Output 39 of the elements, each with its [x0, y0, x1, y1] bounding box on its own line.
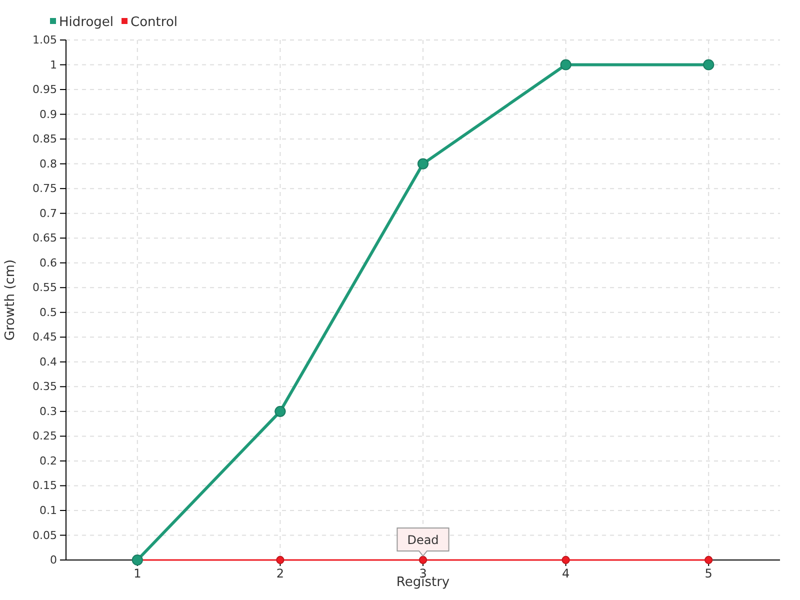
- point: [418, 556, 428, 564]
- y-tick-label: 0.85: [32, 132, 57, 146]
- point: [562, 556, 570, 564]
- y-tick-label: 0.05: [32, 528, 57, 542]
- y-tick-label: 0.9: [40, 108, 57, 121]
- y-tick-label: 0.55: [32, 281, 57, 294]
- y-tick-label: 0.5: [40, 306, 57, 319]
- point: [560, 59, 572, 70]
- x-tick-label: 4: [562, 566, 570, 581]
- y-tick-label: 0.3: [40, 404, 57, 418]
- y-tick-label: 1.05: [32, 34, 57, 47]
- y-tick-label: 0.95: [32, 83, 57, 96]
- point: [276, 556, 284, 564]
- point: [703, 59, 714, 70]
- x-tick-label: 1: [134, 566, 142, 581]
- legend-label: Control: [130, 15, 178, 30]
- y-tick-label: 0.6: [40, 256, 57, 270]
- y-axis-title: Growth (cm): [3, 259, 18, 341]
- y-tick-label: 0.1: [40, 504, 57, 517]
- y-tick-label: 0.45: [32, 330, 57, 344]
- x-axis-title: Registry: [396, 575, 450, 590]
- y-tick-label: 0.65: [32, 232, 57, 245]
- y-tick-label: 0: [50, 554, 57, 567]
- annotation: Dead: [407, 533, 439, 547]
- y-tick-label: 0.35: [32, 380, 57, 394]
- y-tick-label: 0.75: [32, 182, 57, 196]
- y-tick-label: 0.25: [32, 430, 57, 443]
- y-tick-label: 0.8: [40, 157, 57, 170]
- y-tick-label: 1: [50, 58, 57, 72]
- point: [274, 406, 286, 417]
- point: [704, 556, 713, 564]
- x-tick-label: 5: [704, 566, 712, 581]
- x-tick-label: 2: [276, 566, 284, 581]
- point: [417, 158, 429, 170]
- y-tick-label: 0.2: [40, 454, 57, 468]
- legend-label: Hidrogel: [59, 15, 114, 30]
- y-tick-label: 0.4: [40, 355, 57, 368]
- y-tick-label: 0.15: [32, 479, 57, 492]
- y-tick-label: 0.7: [40, 206, 57, 220]
